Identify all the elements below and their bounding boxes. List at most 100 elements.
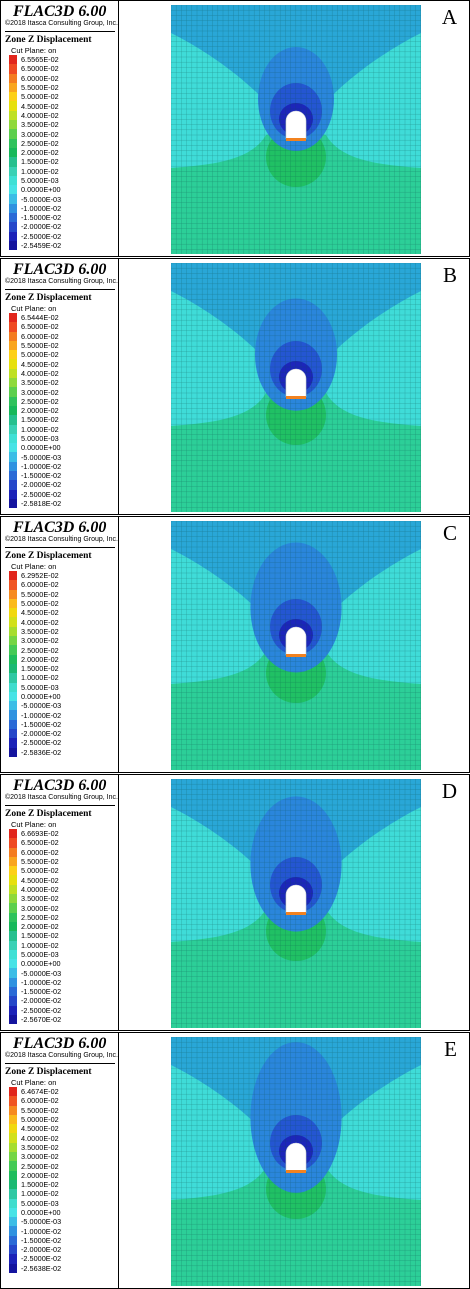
legend-value: 2.5000E-02 [21, 138, 59, 148]
legend-entry: 1.5000E-02 [9, 415, 118, 425]
legend-entry: 1.0000E-02 [9, 166, 118, 176]
legend-value: 2.5000E-02 [21, 396, 59, 406]
legend-value: -2.5670E-02 [21, 1015, 62, 1025]
legend-swatch [9, 838, 17, 848]
legend-entry: 2.5000E-02 [9, 396, 118, 406]
legend-swatch [9, 368, 17, 379]
legend-value: 0.0000E+00 [21, 443, 61, 453]
legend-entry: 3.5000E-02 [9, 1142, 118, 1153]
legend-value: -2.5000E-02 [21, 1005, 62, 1015]
legend-value: 5.5000E-02 [21, 857, 59, 867]
legend-entry: 0.0000E+00 [9, 443, 118, 453]
legend-swatch [9, 82, 17, 93]
legend-swatch [9, 1179, 17, 1190]
legend-swatch [9, 322, 17, 332]
legend-swatch [9, 157, 17, 167]
legend-value: -1.0000E-02 [21, 203, 62, 213]
legend-swatch [9, 1189, 17, 1199]
lower-zone [171, 131, 421, 254]
contour-plot [171, 1037, 421, 1286]
lower-zone [171, 1163, 421, 1286]
color-scale: 6.2952E-02 6.0000E-02 5.5000E-02 5.0000E-02… [9, 571, 118, 757]
legend-column: FLAC3D 6.00 ©2018 Itasca Consulting Group… [1, 259, 119, 514]
legend-value: 6.5000E-02 [21, 838, 59, 848]
legend-swatch [9, 1235, 17, 1246]
contour-plot [171, 5, 421, 254]
legend-swatch [9, 396, 17, 406]
mesh-grid [171, 779, 421, 1028]
legend-value: 6.4674E-02 [21, 1087, 59, 1097]
legend-value: 6.5000E-02 [21, 322, 59, 332]
legend-swatch [9, 185, 17, 195]
legend-entry: 5.5000E-02 [9, 340, 118, 351]
legend-entry: 6.4674E-02 [9, 1087, 118, 1097]
legend-value: 1.0000E-02 [21, 940, 59, 950]
legend-swatch [9, 471, 17, 481]
legend-entry: -2.5459E-02 [9, 240, 118, 251]
tunnel-opening [285, 110, 307, 140]
legend-swatch [9, 313, 17, 323]
legend-entry: -5.0000E-03 [9, 968, 118, 978]
tunnel-opening [285, 368, 307, 398]
legend-entry: -5.0000E-03 [9, 452, 118, 462]
legend-value: -1.5000E-02 [21, 987, 62, 997]
quantity-label: Zone Z Displacement [5, 1067, 92, 1077]
legend-value: 1.0000E-02 [21, 424, 59, 434]
legend-value: 3.5000E-02 [21, 378, 59, 388]
legend-swatch [9, 489, 17, 499]
legend-value: -2.5638E-02 [21, 1263, 62, 1273]
legend-swatch [9, 959, 17, 969]
legend-entry: -1.0000E-02 [9, 203, 118, 214]
legend-value: -2.5000E-02 [21, 1254, 62, 1264]
legend-entry: 3.5000E-02 [9, 120, 118, 130]
legend-entry: 1.0000E-02 [9, 673, 118, 683]
contour-panel: FLAC3D 6.00 ©2018 Itasca Consulting Group… [0, 1032, 470, 1289]
copyright-text: ©2018 Itasca Consulting Group, Inc. [5, 1052, 118, 1059]
legend-entry: -1.0000E-02 [9, 977, 118, 988]
contour-panel: FLAC3D 6.00 ©2018 Itasca Consulting Group… [0, 774, 470, 1031]
legend-swatch [9, 747, 17, 757]
legend-swatch [9, 1263, 17, 1273]
legend-value: 2.5000E-02 [21, 1161, 59, 1171]
legend-swatch [9, 194, 17, 204]
legend-swatch [9, 340, 17, 351]
legend-swatch [9, 949, 17, 960]
legend-entry: 6.0000E-02 [9, 331, 118, 341]
legend-entry: 0.0000E+00 [9, 959, 118, 969]
legend-swatch [9, 856, 17, 867]
legend-value: 5.0000E-03 [21, 434, 59, 443]
legend-swatch [9, 729, 17, 739]
legend-swatch [9, 608, 17, 618]
legend-entry: 6.5000E-02 [9, 64, 118, 74]
legend-entry: -2.5638E-02 [9, 1263, 118, 1273]
legend-swatch [9, 571, 17, 581]
legend-value: 2.0000E-02 [21, 922, 59, 932]
legend-value: 4.0000E-02 [21, 368, 59, 378]
legend-entry: 3.5000E-02 [9, 894, 118, 904]
legend-entry: 4.0000E-02 [9, 368, 118, 379]
legend-entry: 5.5000E-02 [9, 589, 118, 599]
legend-entry: 6.5000E-02 [9, 322, 118, 332]
legend-swatch [9, 691, 17, 702]
quantity-label: Zone Z Displacement [5, 809, 92, 819]
legend-swatch [9, 1245, 17, 1255]
legend-swatch [9, 203, 17, 214]
legend-entry: 4.5000E-02 [9, 101, 118, 111]
legend-entry: 2.0000E-02 [9, 405, 118, 416]
legend-swatch [9, 1014, 17, 1025]
legend-swatch [9, 710, 17, 720]
legend-swatch [9, 1217, 17, 1227]
legend-entry: -5.0000E-03 [9, 701, 118, 711]
legend-value: 5.0000E-02 [21, 1115, 59, 1125]
legend-divider [5, 1063, 115, 1064]
legend-swatch [9, 166, 17, 176]
legend-swatch [9, 617, 17, 627]
legend-value: 4.5000E-02 [21, 1124, 59, 1134]
legend-swatch [9, 1087, 17, 1097]
contour-panel: FLAC3D 6.00 ©2018 Itasca Consulting Group… [0, 516, 470, 773]
legend-value: -5.0000E-03 [21, 194, 62, 204]
legend-entry: 3.5000E-02 [9, 626, 118, 637]
legend-value: 4.0000E-02 [21, 617, 59, 627]
legend-column: FLAC3D 6.00 ©2018 Itasca Consulting Group… [1, 517, 119, 772]
legend-swatch [9, 1124, 17, 1134]
